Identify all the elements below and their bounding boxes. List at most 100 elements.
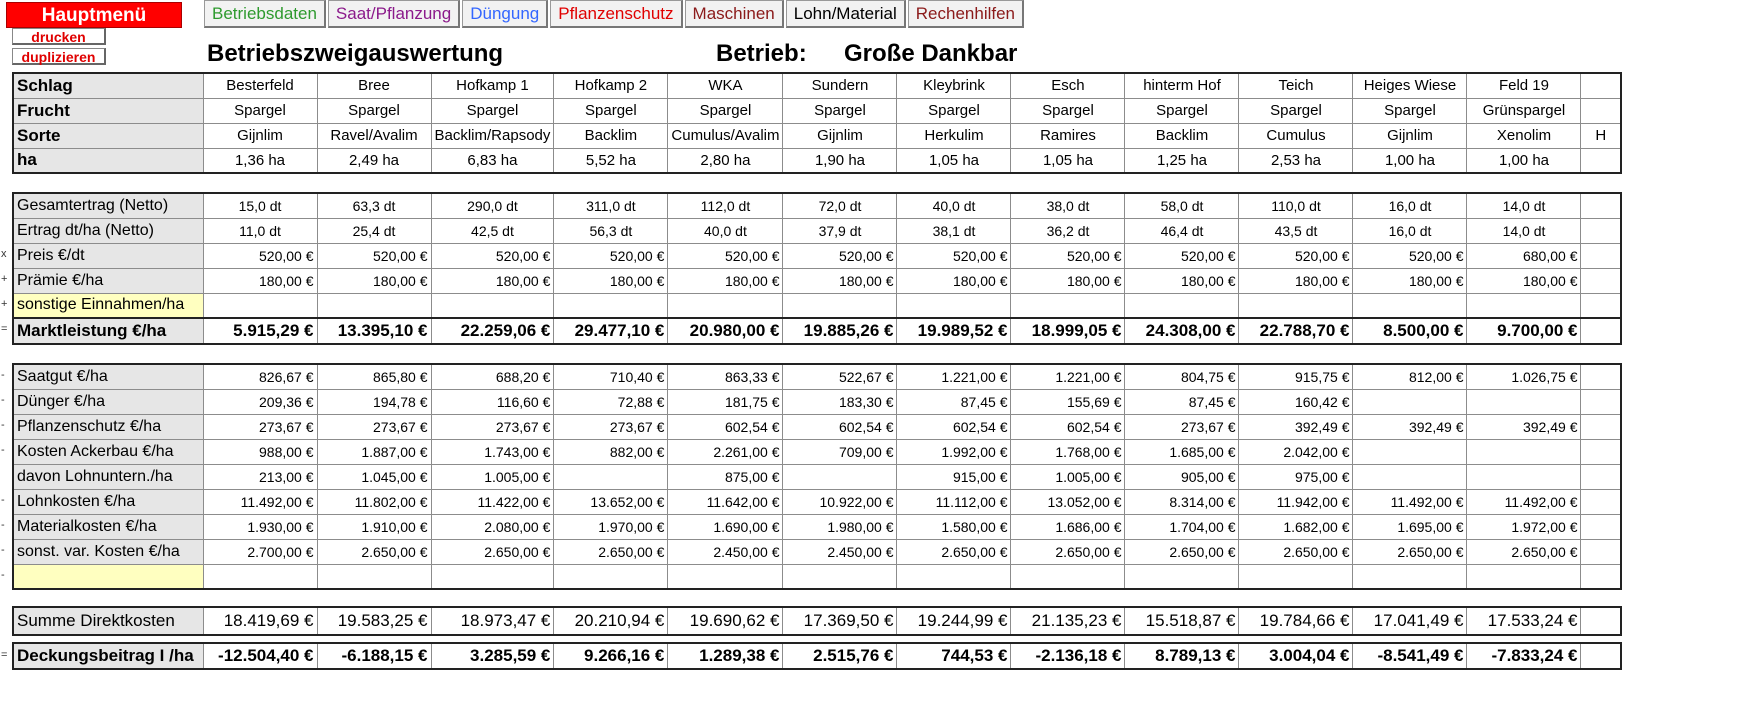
cell[interactable]: 1.992,00 € [896, 438, 1012, 465]
cell[interactable]: 2.650,00 € [1124, 538, 1240, 565]
cell[interactable] [430, 292, 555, 319]
cell[interactable]: 183,30 € [782, 388, 898, 415]
cell[interactable]: 194,78 € [316, 388, 432, 415]
cell[interactable]: 273,67 € [316, 413, 432, 440]
cell[interactable]: 72,0 dt [782, 192, 898, 219]
cell[interactable]: 804,75 € [1124, 363, 1240, 390]
cell[interactable]: 36,2 dt [1010, 217, 1126, 244]
cell[interactable]: 180,00 € [896, 267, 1012, 294]
cell[interactable]: 213,00 € [202, 463, 318, 490]
cell[interactable]: 1.005,00 € [430, 463, 555, 490]
cell[interactable]: 882,00 € [553, 438, 669, 465]
cell[interactable]: 710,40 € [553, 363, 669, 390]
cell[interactable] [667, 563, 784, 590]
cell[interactable]: 112,0 dt [667, 192, 784, 219]
cell[interactable]: 38,1 dt [896, 217, 1012, 244]
cell[interactable]: 520,00 € [1352, 242, 1468, 269]
cell[interactable]: 1.930,00 € [202, 513, 318, 540]
cell[interactable]: 180,00 € [782, 267, 898, 294]
cell[interactable] [1124, 292, 1240, 319]
cell[interactable]: 15,0 dt [202, 192, 318, 219]
cell[interactable]: 2.650,00 € [430, 538, 555, 565]
cell[interactable]: 273,67 € [430, 413, 555, 440]
cell[interactable]: 688,20 € [430, 363, 555, 390]
cell[interactable]: 8.314,00 € [1124, 488, 1240, 515]
cell[interactable]: 1.221,00 € [896, 363, 1012, 390]
cell[interactable] [202, 292, 318, 319]
cell[interactable]: 2.650,00 € [896, 538, 1012, 565]
cell[interactable]: 11.422,00 € [430, 488, 555, 515]
tab-lohn-material[interactable]: Lohn/Material [785, 0, 906, 28]
cell[interactable]: 2.450,00 € [782, 538, 898, 565]
tab-pflanzenschutz[interactable]: Pflanzenschutz [550, 0, 683, 28]
cell[interactable] [202, 563, 318, 590]
cell[interactable]: 1.045,00 € [316, 463, 432, 490]
cell[interactable]: 180,00 € [430, 267, 555, 294]
cell[interactable]: 63,3 dt [316, 192, 432, 219]
cell[interactable] [1466, 463, 1582, 490]
cell[interactable] [316, 563, 432, 590]
cell[interactable] [896, 563, 1012, 590]
cell[interactable]: 602,54 € [782, 413, 898, 440]
cell[interactable]: 2.650,00 € [1010, 538, 1126, 565]
cell[interactable] [553, 463, 669, 490]
cell[interactable] [896, 292, 1012, 319]
tab-maschinen[interactable]: Maschinen [684, 0, 784, 28]
cell[interactable] [1238, 563, 1354, 590]
cell[interactable]: 116,60 € [430, 388, 555, 415]
cell[interactable]: 1.887,00 € [316, 438, 432, 465]
cell[interactable]: 2.080,00 € [430, 513, 555, 540]
cell[interactable]: 180,00 € [667, 267, 784, 294]
cell[interactable]: 87,45 € [1124, 388, 1240, 415]
cell[interactable]: 988,00 € [202, 438, 318, 465]
cell[interactable]: 16,0 dt [1352, 217, 1468, 244]
cell[interactable]: 38,0 dt [1010, 192, 1126, 219]
cell[interactable] [1010, 563, 1126, 590]
cell[interactable] [667, 292, 784, 319]
cell[interactable] [1466, 388, 1582, 415]
cell[interactable]: 11.802,00 € [316, 488, 432, 515]
cell[interactable] [316, 292, 432, 319]
cell[interactable] [1352, 388, 1468, 415]
cell[interactable]: 865,80 € [316, 363, 432, 390]
cell[interactable]: 520,00 € [430, 242, 555, 269]
cell[interactable]: 11.492,00 € [1466, 488, 1582, 515]
cell[interactable]: 875,00 € [667, 463, 784, 490]
cell[interactable]: 14,0 dt [1466, 217, 1582, 244]
cell[interactable]: 180,00 € [1238, 267, 1354, 294]
cell[interactable]: 87,45 € [896, 388, 1012, 415]
cell[interactable]: 273,67 € [202, 413, 318, 440]
cell[interactable]: 43,5 dt [1238, 217, 1354, 244]
cell[interactable] [782, 563, 898, 590]
cell[interactable]: 40,0 dt [896, 192, 1012, 219]
cell[interactable] [1010, 292, 1126, 319]
cell[interactable]: 42,5 dt [430, 217, 555, 244]
cell[interactable]: 1.690,00 € [667, 513, 784, 540]
cell[interactable]: 16,0 dt [1352, 192, 1468, 219]
cell[interactable] [553, 563, 669, 590]
cell[interactable]: 2.650,00 € [1352, 538, 1468, 565]
cell[interactable]: 13.652,00 € [553, 488, 669, 515]
cell[interactable]: 13.052,00 € [1010, 488, 1126, 515]
cell[interactable]: 2.042,00 € [1238, 438, 1354, 465]
cell[interactable]: 11.492,00 € [1352, 488, 1468, 515]
cell[interactable]: 522,67 € [782, 363, 898, 390]
cell[interactable] [782, 292, 898, 319]
cell[interactable] [1466, 292, 1582, 319]
cell[interactable]: 58,0 dt [1124, 192, 1240, 219]
cell[interactable]: 10.922,00 € [782, 488, 898, 515]
cell[interactable]: 1.704,00 € [1124, 513, 1240, 540]
cell[interactable]: 826,67 € [202, 363, 318, 390]
cell[interactable]: 1.026,75 € [1466, 363, 1582, 390]
cell[interactable]: 40,0 dt [667, 217, 784, 244]
cell[interactable]: 863,33 € [667, 363, 784, 390]
cell[interactable]: 11.492,00 € [202, 488, 318, 515]
cell[interactable]: 905,00 € [1124, 463, 1240, 490]
cell[interactable]: 392,49 € [1352, 413, 1468, 440]
cell[interactable]: 180,00 € [316, 267, 432, 294]
cell[interactable]: 520,00 € [667, 242, 784, 269]
cell[interactable]: 180,00 € [553, 267, 669, 294]
cell[interactable]: 160,42 € [1238, 388, 1354, 415]
cell[interactable]: 311,0 dt [553, 192, 669, 219]
cell[interactable]: 180,00 € [1124, 267, 1240, 294]
